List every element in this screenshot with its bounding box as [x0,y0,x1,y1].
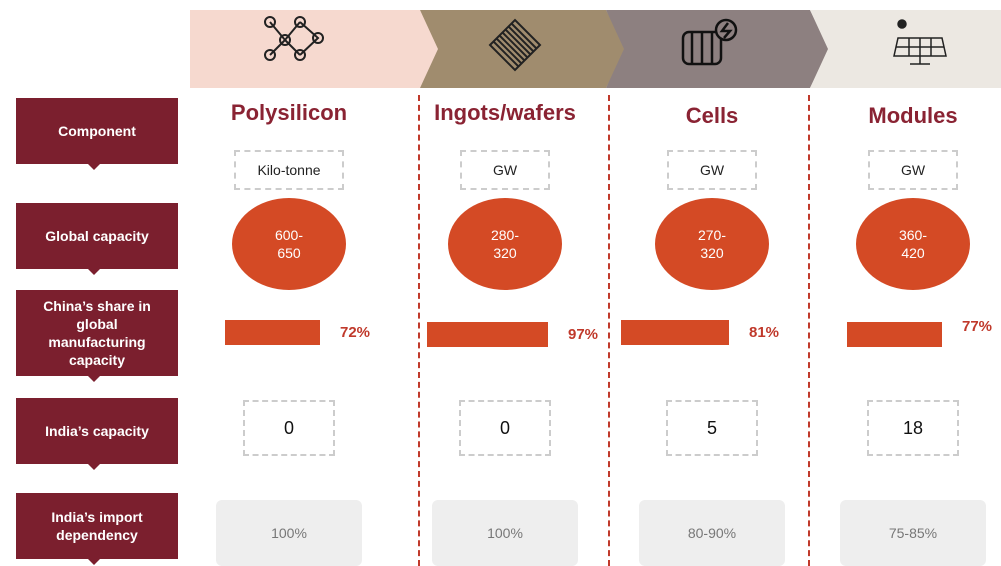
icon-part [294,16,306,28]
share-bar [225,320,320,345]
capacity-value: 270-320 [697,227,727,261]
icon [681,18,738,66]
capacity-value: 280-320 [490,227,520,261]
india-capacity-box: 18 [867,400,959,456]
share-label: 77% [962,318,993,335]
icon-part [510,22,537,49]
icon-part [492,40,519,67]
import-dependency-box: 100% [216,500,362,566]
column-title: Ingots/wafers [434,100,576,125]
capacity-value: 600-650 [274,227,304,261]
row-notch [88,464,100,470]
row-label: Component [16,98,178,164]
icon [488,18,542,72]
row-notch [88,269,100,275]
unit-box: Kilo-tonne [234,150,344,190]
import-dependency-box: 100% [432,500,578,566]
capacity-value: 360-420 [898,227,928,261]
share-bar [621,320,729,345]
icon [264,16,324,61]
capacity-ellipse: 360-420 [856,198,970,290]
row-notch [88,559,100,565]
row-label: China’s share in global manufacturing ca… [16,290,178,376]
icon-part [264,49,276,61]
icon-part [264,16,276,28]
chevron [606,10,830,88]
share-label: 97% [568,326,599,343]
import-dependency-box: 80-90% [639,500,785,566]
unit-box: GW [667,150,757,190]
icon-part [495,37,522,64]
icon-part [279,34,291,46]
india-capacity-box: 0 [243,400,335,456]
icon-part [897,19,907,29]
share-label: 81% [749,324,780,341]
icon-part [269,21,320,56]
share-bar [847,322,942,347]
row-label: Global capacity [16,203,178,269]
icon-part [893,37,947,57]
row-notch [88,376,100,382]
separator [608,95,610,566]
icon-part [498,34,525,61]
share-label: 72% [340,324,371,341]
icon-part [504,28,531,55]
india-capacity-box: 0 [459,400,551,456]
share-bar [427,322,548,347]
header-band [190,10,1001,88]
chevron [810,10,1001,88]
import-dependency-box: 75-85% [840,500,986,566]
icon-part [312,32,324,44]
unit-box: GW [868,150,958,190]
capacity-ellipse: 600-650 [232,198,346,290]
capacity-ellipse: 280-320 [448,198,562,290]
column-title: Polysilicon [230,100,348,125]
icon-part [507,25,534,52]
capacity-ellipse: 270-320 [655,198,769,290]
unit-box: GW [460,150,550,190]
icon-part [501,31,528,58]
separator [808,95,810,566]
column-title: Cells [685,103,739,128]
row-label: India’s import dependency [16,493,178,559]
icon-part [294,49,306,61]
column-title: Modules [868,103,958,128]
chevron [190,10,440,88]
row-label: India’s capacity [16,398,178,464]
icon [893,19,947,65]
india-capacity-box: 5 [666,400,758,456]
separator [418,95,420,566]
icon-part [719,22,733,39]
row-notch [88,164,100,170]
